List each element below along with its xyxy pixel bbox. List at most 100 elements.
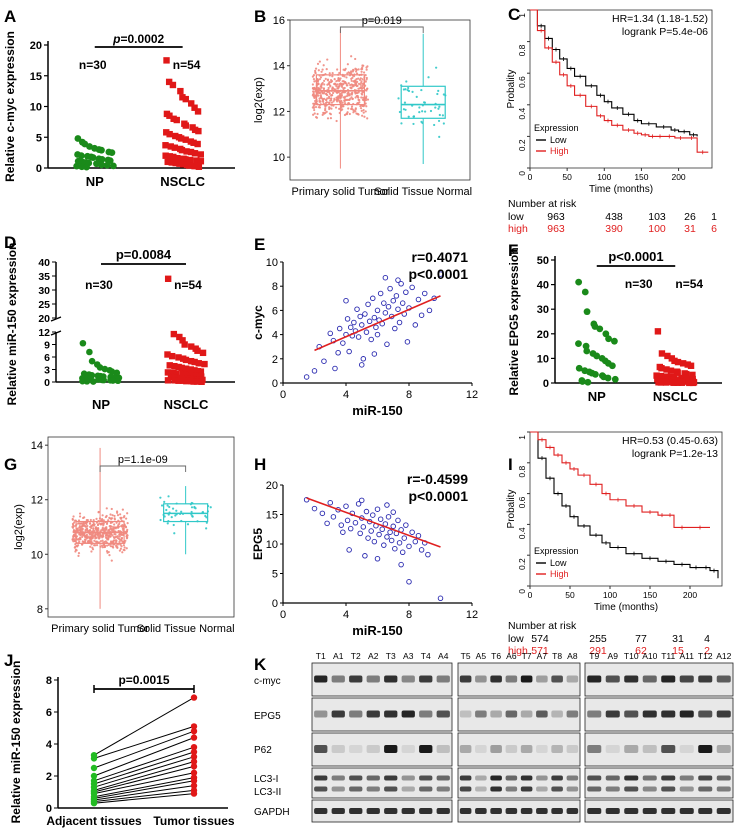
data-point [392, 325, 398, 332]
sample-size: n=30 [79, 58, 107, 72]
data-point [671, 357, 678, 365]
x-axis-label: Time (months) [594, 602, 658, 613]
data-point [671, 379, 678, 386]
data-point [318, 78, 322, 81]
blot-band [566, 675, 579, 683]
data-point [173, 532, 176, 535]
data-point [168, 352, 176, 360]
data-point [365, 535, 371, 541]
protein-label: c-myc [254, 676, 281, 687]
data-point [326, 97, 329, 100]
data-point [323, 83, 326, 86]
data-point [110, 525, 113, 528]
blot-band [384, 710, 398, 718]
data-point [611, 375, 619, 383]
data-point [362, 71, 366, 74]
data-point [338, 100, 341, 103]
data-point [106, 534, 110, 538]
data-point [78, 512, 82, 515]
data-point [190, 748, 198, 756]
data-point [329, 99, 332, 102]
data-point [316, 62, 320, 65]
data-point [126, 534, 129, 537]
data-point [376, 531, 382, 538]
data-point [165, 78, 173, 86]
x-tick-label: 100 [597, 172, 611, 182]
data-point [122, 544, 125, 547]
x-axis-label: miR-150 [352, 623, 403, 638]
data-point [89, 378, 97, 385]
data-point [164, 158, 171, 166]
data-point [364, 98, 368, 102]
data-point [575, 340, 582, 348]
data-point [382, 274, 389, 281]
blot-band [475, 745, 487, 753]
correlation-r: r=0.4071 [412, 249, 469, 265]
data-point [119, 547, 123, 550]
data-point [415, 95, 418, 99]
data-point [312, 104, 315, 108]
x-tick-label: 0 [528, 172, 533, 182]
data-point [88, 522, 92, 525]
data-point [314, 99, 317, 103]
data-point [608, 362, 616, 370]
blot-band [642, 675, 657, 683]
pair-line [93, 746, 195, 782]
x-category-label: NP [92, 397, 110, 412]
data-point [82, 533, 85, 537]
x-category-label: NSCLC [653, 389, 698, 404]
data-point [331, 75, 334, 78]
x-category-label: Primary solid Tumor [51, 623, 149, 635]
data-point [168, 159, 175, 166]
data-point [83, 538, 87, 541]
y-tick-label: 2 [46, 771, 52, 783]
blot-band [401, 775, 415, 781]
data-point [164, 377, 172, 384]
data-point [438, 135, 441, 138]
data-point [420, 88, 423, 92]
protein-label: EPG5 [254, 711, 281, 722]
blot-band [716, 808, 731, 814]
data-point [354, 96, 357, 99]
blot-band [314, 745, 328, 753]
data-point [327, 97, 331, 100]
blot-band [679, 710, 694, 718]
pair-line [93, 761, 195, 791]
data-point [437, 89, 440, 92]
blot-band [475, 786, 487, 792]
data-point [94, 532, 97, 536]
data-point [420, 120, 423, 123]
sample-size: n=54 [174, 278, 202, 292]
data-point [352, 520, 359, 526]
lane-label: A6 [506, 651, 517, 661]
correlation-p: p<0.0001 [408, 488, 468, 504]
data-point [348, 112, 351, 116]
panel-F: 0 10 20 30 40 50 NP NSCLC Relative EPG5 expressi… [507, 247, 722, 404]
panel-letter: G [4, 455, 17, 474]
data-point [78, 522, 81, 525]
data-point [108, 528, 111, 531]
data-point [333, 82, 336, 86]
data-point [359, 83, 362, 86]
data-point [104, 526, 107, 529]
panel-I: 0 0.2 0.4 0.6 0.8 1 0 50 100 150 200 HR=0.53 (0.45-… [506, 431, 723, 657]
data-point [361, 84, 364, 88]
data-point [342, 87, 345, 90]
data-point [359, 87, 362, 90]
data-point [179, 377, 187, 384]
data-point [364, 80, 367, 83]
p-value: p<0.0001 [608, 249, 663, 264]
data-point [315, 116, 319, 119]
y-tick-label: 9 [44, 340, 50, 352]
data-point [108, 149, 116, 157]
data-point [354, 110, 357, 113]
data-point [370, 295, 376, 302]
data-point [373, 324, 379, 331]
data-point [190, 769, 198, 776]
blot-band [366, 675, 380, 683]
data-point [593, 352, 601, 360]
data-point [116, 514, 120, 517]
data-point [100, 376, 107, 384]
data-point [90, 755, 98, 762]
